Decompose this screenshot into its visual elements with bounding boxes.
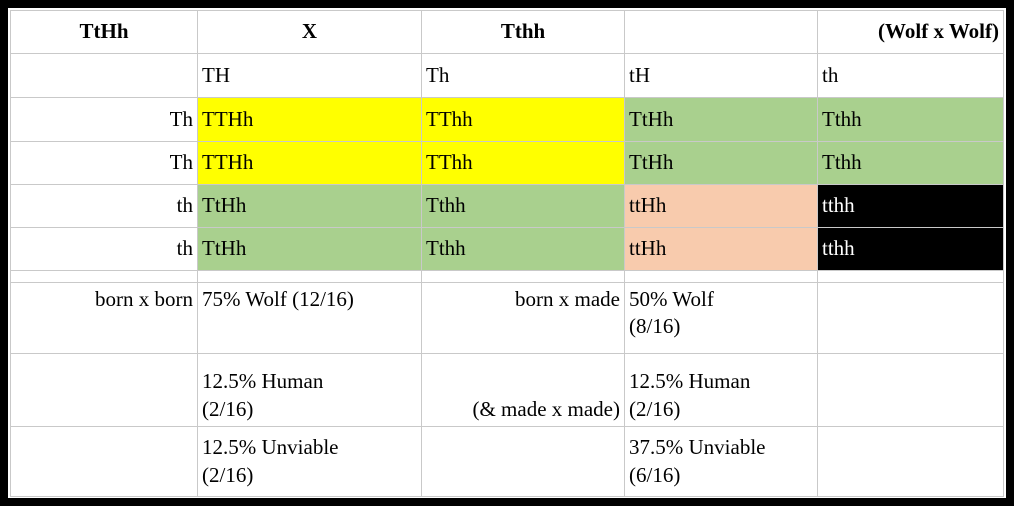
summary-label-made-x-made: (& made x made) <box>421 353 625 427</box>
punnett-cell: Tthh <box>421 184 625 228</box>
spacer-row <box>10 270 1004 283</box>
punnett-cell: TtHh <box>197 184 422 228</box>
punnett-row: Th TTHh TThh TtHh Tthh <box>10 97 1004 142</box>
punnett-cell: Tthh <box>817 141 1004 185</box>
gamete-col-header-th: th <box>817 53 1004 98</box>
parent2-genotype: Tthh <box>421 10 625 54</box>
spacer-cell <box>10 270 198 283</box>
punnett-row: Th TTHh TThh TtHh Tthh <box>10 141 1004 185</box>
cross-symbol: X <box>197 10 422 54</box>
summary-value-wolf-bornmade: 50% Wolf (8/16) <box>624 282 818 354</box>
punnett-cell: TThh <box>421 97 625 142</box>
summary-value-unviable-bornmade: 37.5% Unviable (6/16) <box>624 426 818 497</box>
punnett-cell: TTHh <box>197 97 422 142</box>
summary-row-human: 12.5% Human (2/16) (& made x made) 12.5%… <box>10 353 1004 427</box>
punnett-cell: TThh <box>421 141 625 185</box>
top-gametes-row: TH Th tH th <box>10 53 1004 98</box>
punnett-cell: Tthh <box>421 227 625 271</box>
punnett-cell: ttHh <box>624 227 818 271</box>
summary-row-wolf: born x born 75% Wolf (12/16) born x made… <box>10 282 1004 354</box>
punnett-cell: TtHh <box>624 141 818 185</box>
summary-value-unviable-bornborn: 12.5% Unviable (2/16) <box>197 426 422 497</box>
gamete-col-header-TH: TH <box>197 53 422 98</box>
punnett-row: th TtHh Tthh ttHh tthh <box>10 184 1004 228</box>
summary-empty-label <box>10 353 198 427</box>
gamete-row-label: th <box>10 227 198 271</box>
gamete-corner-cell <box>10 53 198 98</box>
summary-empty-cell <box>817 353 1004 427</box>
cross-note: (Wolf x Wolf) <box>817 10 1004 54</box>
gamete-col-header-tH: tH <box>624 53 818 98</box>
punnett-square-table: TtHh X Tthh (Wolf x Wolf) TH Th tH th Th… <box>10 10 1004 497</box>
header-spacer-cell <box>624 10 818 54</box>
summary-value-human-bornborn: 12.5% Human (2/16) <box>197 353 422 427</box>
gamete-row-label: Th <box>10 97 198 142</box>
summary-row-unviable: 12.5% Unviable (2/16) 37.5% Unviable (6/… <box>10 426 1004 497</box>
punnett-cell: TtHh <box>624 97 818 142</box>
punnett-cell: Tthh <box>817 97 1004 142</box>
punnett-cell: TtHh <box>197 227 422 271</box>
summary-empty-cell <box>817 282 1004 354</box>
spacer-cell <box>817 270 1004 283</box>
spacer-cell <box>197 270 422 283</box>
punnett-cell: tthh <box>817 227 1004 271</box>
summary-value-wolf-bornborn: 75% Wolf (12/16) <box>197 282 422 354</box>
gamete-row-label: th <box>10 184 198 228</box>
summary-value-human-bornmade: 12.5% Human (2/16) <box>624 353 818 427</box>
spacer-cell <box>624 270 818 283</box>
summary-label-born-x-born: born x born <box>10 282 198 354</box>
punnett-cell: ttHh <box>624 184 818 228</box>
summary-empty-label <box>10 426 198 497</box>
summary-empty-cell <box>817 426 1004 497</box>
summary-label-born-x-made: born x made <box>421 282 625 354</box>
summary-empty-cell <box>421 426 625 497</box>
cross-header-row: TtHh X Tthh (Wolf x Wolf) <box>10 10 1004 54</box>
punnett-cell: tthh <box>817 184 1004 228</box>
punnett-cell: TTHh <box>197 141 422 185</box>
gamete-row-label: Th <box>10 141 198 185</box>
gamete-col-header-Th: Th <box>421 53 625 98</box>
punnett-row: th TtHh Tthh ttHh tthh <box>10 227 1004 271</box>
spacer-cell <box>421 270 625 283</box>
parent1-genotype: TtHh <box>10 10 198 54</box>
